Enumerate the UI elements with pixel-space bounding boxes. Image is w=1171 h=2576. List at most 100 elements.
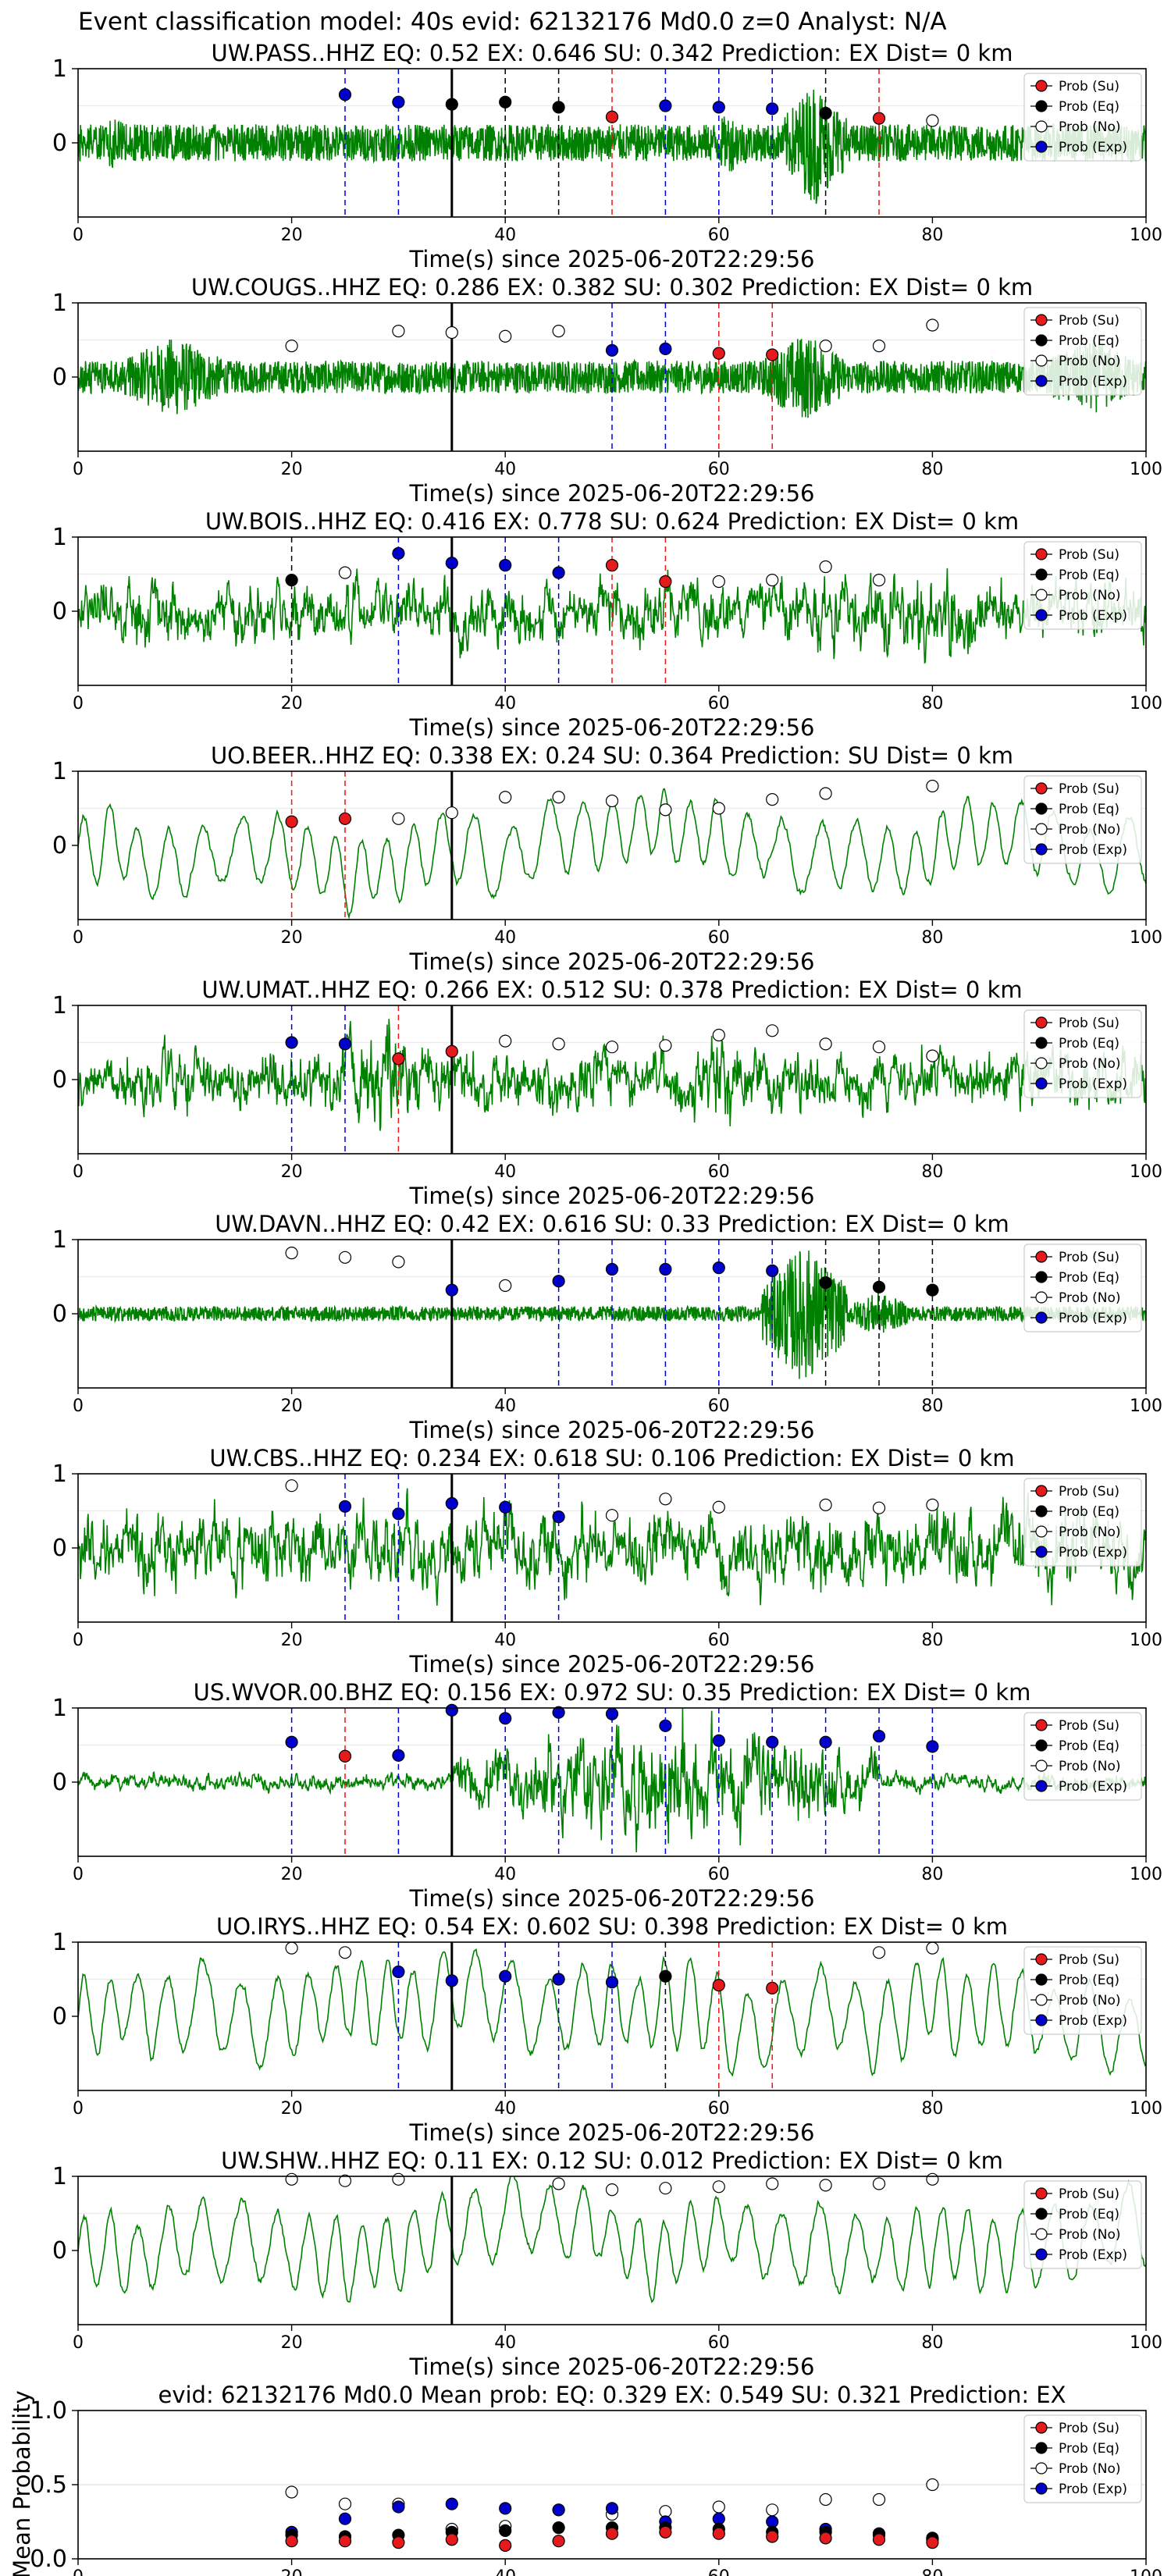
panel-title: UO.IRYS..HHZ EQ: 0.54 EX: 0.602 SU: 0.39… — [216, 1913, 1008, 1940]
x-tick-label: 80 — [921, 1865, 943, 1884]
prob-point-exp — [552, 1275, 565, 1288]
panel-title: UW.COUGS..HHZ EQ: 0.286 EX: 0.382 SU: 0.… — [191, 274, 1033, 301]
x-tick-label: 60 — [708, 2333, 730, 2353]
prob-point-exp — [445, 557, 458, 570]
prob-point-exp — [499, 1969, 512, 1983]
y-tick-label: 1 — [52, 992, 67, 1019]
panel-title: UW.BOIS..HHZ EQ: 0.416 EX: 0.778 SU: 0.6… — [205, 508, 1019, 535]
prob-point-exp — [659, 1719, 672, 1732]
prob-point-su — [605, 558, 619, 572]
prob-point-eq — [285, 573, 298, 587]
legend-label: Prob (No) — [1059, 1993, 1121, 2008]
legend-marker-eq — [1035, 2442, 1048, 2454]
x-tick-label: 100 — [1130, 2333, 1162, 2353]
y-tick-label: 1 — [52, 1461, 67, 1488]
prob-point-no — [499, 1034, 512, 1048]
legend-marker-exp — [1035, 1546, 1048, 1558]
y-tick-label: 0 — [52, 2003, 67, 2030]
prob-point-no — [926, 1941, 939, 1955]
prob-point-no — [819, 340, 832, 353]
prob-point-no — [392, 2172, 405, 2186]
plot-area — [78, 69, 1146, 217]
x-tick-label: 60 — [708, 694, 730, 713]
legend-marker-su — [1035, 1485, 1048, 1497]
prob-point-su — [445, 1044, 458, 1059]
x-tick-label: 20 — [281, 1162, 303, 1182]
prob-point-eq — [445, 98, 458, 111]
panel-title: UW.PASS..HHZ EQ: 0.52 EX: 0.646 SU: 0.34… — [212, 40, 1013, 66]
x-tick-label: 40 — [494, 1865, 516, 1884]
legend-marker-eq — [1035, 100, 1048, 112]
legend-marker-exp — [1035, 1077, 1048, 1090]
x-axis-label: Time(s) since 2025-06-20T22:29:56 — [409, 246, 815, 272]
x-tick-label: 20 — [281, 694, 303, 713]
mean-prob-point-exp — [338, 2512, 352, 2525]
y-tick-label: 0 — [52, 130, 67, 157]
x-tick-label: 0 — [73, 694, 84, 713]
legend-label: Prob (No) — [1059, 2461, 1121, 2477]
prob-point-no — [926, 2172, 939, 2186]
legend-marker-su — [1035, 2187, 1048, 2200]
mean-prob-point-exp — [392, 2500, 405, 2514]
legend-marker-no — [1035, 1994, 1048, 2006]
prob-point-no — [819, 1037, 832, 1051]
prob-point-exp — [499, 1500, 512, 1514]
legend-marker-su — [1035, 80, 1048, 92]
prob-point-no — [766, 573, 779, 587]
prob-point-no — [872, 1946, 886, 1959]
panel-4: UO.BEER..HHZ EQ: 0.338 EX: 0.24 SU: 0.36… — [52, 742, 1162, 975]
mean-prob-point-su — [872, 2533, 886, 2546]
legend-label: Prob (No) — [1059, 1525, 1121, 1540]
x-tick-label: 0 — [73, 928, 84, 948]
y-tick-label: 0.5 — [30, 2471, 67, 2499]
mean-prob-point-su — [926, 2536, 939, 2549]
prob-point-exp — [338, 1500, 352, 1513]
plot-area — [78, 1240, 1146, 1388]
prob-point-su — [766, 348, 779, 361]
x-tick-label: 40 — [494, 460, 516, 479]
legend: Prob (Su) Prob (Eq) Prob (No) Prob (Exp) — [1023, 1946, 1142, 2035]
prob-point-su — [338, 1749, 352, 1763]
y-tick-label: 0.0 — [30, 2546, 67, 2573]
legend-marker-su — [1035, 2421, 1048, 2434]
x-axis-label: Time(s) since 2025-06-20T22:29:56 — [409, 480, 815, 507]
y-tick-label: 1 — [52, 524, 67, 551]
x-axis-label: Time(s) since 2025-06-20T22:29:56 — [409, 1183, 815, 1209]
prob-point-no — [392, 325, 405, 338]
legend: Prob (Su) Prob (Eq) Prob (No) Prob (Exp) — [1023, 1244, 1142, 1332]
legend-label: Prob (Su) — [1059, 2421, 1119, 2436]
x-tick-label: 100 — [1130, 1865, 1162, 1884]
legend-box — [1023, 2180, 1142, 2269]
prob-point-no — [659, 2182, 672, 2195]
prob-point-no — [552, 325, 565, 338]
legend-label: Prob (Exp) — [1059, 842, 1127, 858]
prob-point-exp — [285, 1036, 298, 1049]
legend-label: Prob (Exp) — [1059, 1076, 1127, 1092]
plot-area — [78, 2411, 1146, 2559]
prob-point-exp — [392, 1965, 405, 1979]
x-tick-label: 0 — [73, 1631, 84, 1650]
x-tick-label: 100 — [1130, 226, 1162, 245]
prob-point-no — [872, 340, 886, 353]
x-axis-label: Time(s) since 2025-06-20T22:29:56 — [409, 2119, 815, 2146]
x-tick-label: 0 — [73, 2333, 84, 2353]
panel-title: UW.DAVN..HHZ EQ: 0.42 EX: 0.616 SU: 0.33… — [215, 1211, 1009, 1237]
x-tick-label: 40 — [494, 1397, 516, 1416]
mean-prob-point-no — [926, 2478, 939, 2492]
x-tick-label: 20 — [281, 2567, 303, 2576]
x-tick-label: 20 — [281, 1631, 303, 1650]
waveform-trace — [78, 1488, 1146, 1606]
legend-label: Prob (No) — [1059, 354, 1121, 369]
legend: Prob (Su) Prob (Eq) Prob (No) Prob (Exp) — [1023, 1478, 1142, 1567]
legend-marker-no — [1035, 589, 1048, 601]
prob-point-exp — [712, 1734, 725, 1747]
y-tick-label: 0 — [52, 832, 67, 859]
x-tick-label: 100 — [1130, 2099, 1162, 2119]
x-tick-label: 20 — [281, 1397, 303, 1416]
prob-point-exp — [552, 1973, 565, 1986]
x-tick-label: 0 — [73, 1162, 84, 1182]
prob-point-eq — [926, 1283, 939, 1297]
legend-box — [1023, 1712, 1142, 1801]
prob-point-eq — [819, 1276, 832, 1290]
mean-prob-point-no — [872, 2492, 886, 2507]
